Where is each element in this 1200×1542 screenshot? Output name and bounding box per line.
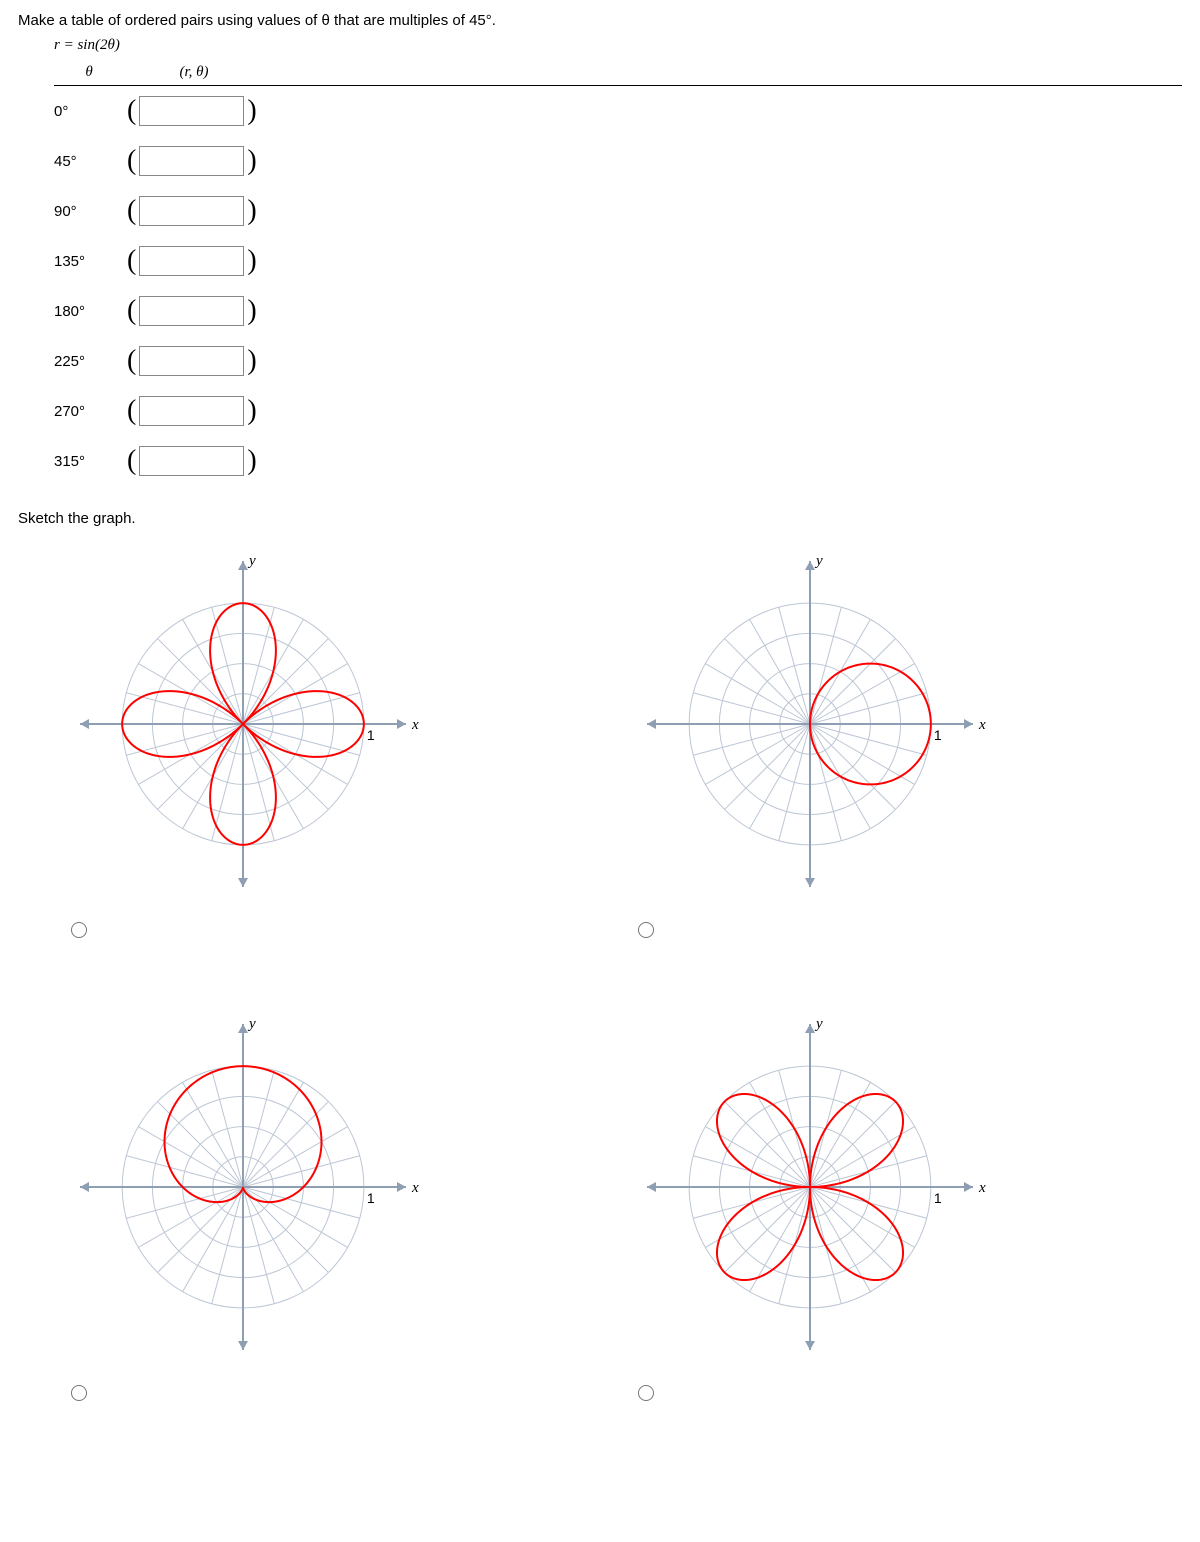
close-paren: ) — [244, 197, 259, 225]
theta-cell: 180° — [54, 303, 124, 320]
svg-text:1: 1 — [934, 1190, 942, 1206]
svg-text:x: x — [411, 717, 419, 733]
svg-text:x: x — [978, 1180, 986, 1196]
prompt-text: Make a table of ordered pairs using valu… — [18, 12, 1182, 29]
svg-text:y: y — [247, 553, 256, 569]
svg-text:y: y — [814, 1016, 823, 1032]
sketch-prompt: Sketch the graph. — [18, 510, 1182, 527]
graph-radio[interactable] — [638, 1385, 654, 1401]
open-paren: ( — [124, 147, 139, 175]
graph-option: x y 1 — [48, 1002, 615, 1405]
close-paren: ) — [244, 297, 259, 325]
svg-text:1: 1 — [367, 727, 375, 743]
theta-cell: 90° — [54, 203, 124, 220]
svg-text:x: x — [411, 1180, 419, 1196]
open-paren: ( — [124, 447, 139, 475]
graph-radio[interactable] — [71, 1385, 87, 1401]
theta-cell: 135° — [54, 253, 124, 270]
svg-text:1: 1 — [367, 1190, 375, 1206]
pair-input[interactable] — [139, 96, 244, 126]
polar-graph: x y 1 — [615, 1002, 1015, 1372]
pair-input[interactable] — [139, 346, 244, 376]
theta-cell: 315° — [54, 453, 124, 470]
equation-text: r = sin(2θ) — [54, 37, 1182, 54]
close-paren: ) — [244, 397, 259, 425]
pair-input[interactable] — [139, 146, 244, 176]
polar-graph: x y 1 — [48, 1002, 448, 1372]
table-header-row: θ (r, θ) — [54, 60, 1182, 86]
svg-text:y: y — [814, 553, 823, 569]
svg-text:y: y — [247, 1016, 256, 1032]
table-row: 45°() — [54, 136, 1182, 186]
graph-option: x y 1 — [615, 1002, 1182, 1405]
close-paren: ) — [244, 347, 259, 375]
pair-input[interactable] — [139, 196, 244, 226]
pair-input[interactable] — [139, 246, 244, 276]
open-paren: ( — [124, 97, 139, 125]
polar-graph: x y 1 — [48, 539, 448, 909]
close-paren: ) — [244, 247, 259, 275]
theta-cell: 45° — [54, 153, 124, 170]
table-row: 180°() — [54, 286, 1182, 336]
header-theta: θ — [54, 64, 124, 81]
graph-radio[interactable] — [71, 922, 87, 938]
theta-cell: 270° — [54, 403, 124, 420]
close-paren: ) — [244, 447, 259, 475]
table-row: 225°() — [54, 336, 1182, 386]
pair-input[interactable] — [139, 396, 244, 426]
graph-option: x y 1 — [615, 539, 1182, 942]
header-pair: (r, θ) — [124, 64, 264, 81]
graph-options-grid: x y 1 x y 1 x y 1 x y 1 — [48, 539, 1182, 1405]
open-paren: ( — [124, 197, 139, 225]
open-paren: ( — [124, 297, 139, 325]
polar-graph: x y 1 — [615, 539, 1015, 909]
graph-option: x y 1 — [48, 539, 615, 942]
pair-input[interactable] — [139, 296, 244, 326]
svg-text:1: 1 — [934, 727, 942, 743]
graph-radio[interactable] — [638, 922, 654, 938]
theta-cell: 225° — [54, 353, 124, 370]
table-row: 270°() — [54, 386, 1182, 436]
open-paren: ( — [124, 397, 139, 425]
open-paren: ( — [124, 347, 139, 375]
close-paren: ) — [244, 97, 259, 125]
svg-text:x: x — [978, 717, 986, 733]
table-row: 315°() — [54, 436, 1182, 486]
close-paren: ) — [244, 147, 259, 175]
table-row: 90°() — [54, 186, 1182, 236]
table-row: 135°() — [54, 236, 1182, 286]
ordered-pair-table: θ (r, θ) 0°()45°()90°()135°()180°()225°(… — [54, 60, 1182, 486]
theta-cell: 0° — [54, 103, 124, 120]
open-paren: ( — [124, 247, 139, 275]
pair-input[interactable] — [139, 446, 244, 476]
table-row: 0°() — [54, 86, 1182, 136]
